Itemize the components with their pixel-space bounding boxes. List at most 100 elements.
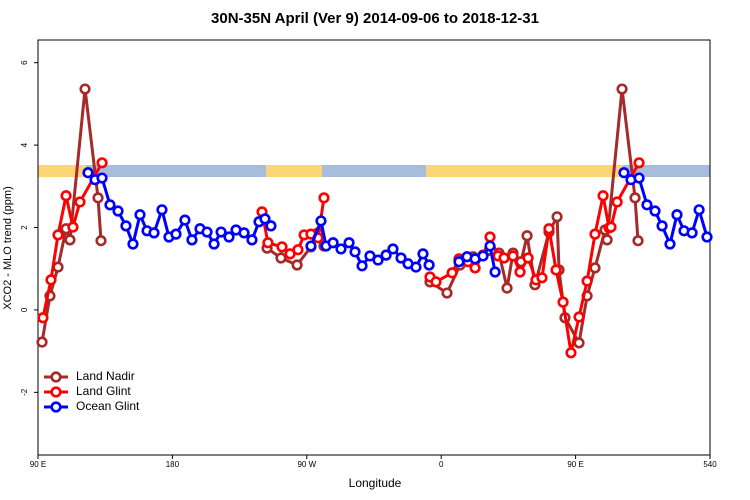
data-point — [633, 157, 645, 169]
data-point — [589, 228, 601, 240]
data-point — [601, 234, 613, 246]
data-point — [95, 235, 107, 247]
data-point — [318, 192, 330, 204]
ocean-strip — [322, 165, 426, 177]
x-tick-label: 90 E — [567, 460, 583, 469]
y-tick-label: 0 — [20, 307, 29, 312]
y-axis-label: XCO2 - MLO trend (ppm) — [2, 186, 14, 309]
data-point — [112, 205, 124, 217]
data-point — [356, 260, 368, 272]
legend-marker — [50, 371, 62, 383]
data-point — [641, 199, 653, 211]
data-point — [45, 274, 57, 286]
legend-marker — [50, 386, 62, 398]
data-point — [96, 157, 108, 169]
data-point — [92, 192, 104, 204]
data-point — [79, 83, 91, 95]
data-point — [52, 261, 64, 273]
data-point — [36, 336, 48, 348]
data-point — [565, 347, 577, 359]
data-point — [387, 243, 399, 255]
data-point — [120, 220, 132, 232]
data-point — [649, 205, 661, 217]
legend-label: Ocean Glint — [76, 399, 140, 413]
data-point — [551, 211, 563, 223]
data-point — [52, 229, 64, 241]
chart-title: 30N-35N April (Ver 9) 2014-09-06 to 2018… — [211, 10, 539, 27]
data-point — [521, 230, 533, 242]
data-point — [543, 223, 555, 235]
data-point — [179, 214, 191, 226]
data-point — [170, 228, 182, 240]
data-point — [629, 192, 641, 204]
data-point — [550, 264, 562, 276]
land-strip — [38, 165, 86, 177]
data-point — [380, 249, 392, 261]
data-point — [616, 83, 628, 95]
data-point — [37, 312, 49, 324]
data-point — [581, 275, 593, 287]
data-point — [477, 250, 489, 262]
data-point — [395, 252, 407, 264]
data-point — [275, 252, 287, 264]
data-point — [507, 250, 519, 262]
data-point — [349, 246, 361, 258]
legend-label: Land Glint — [76, 384, 131, 398]
x-tick-label: 180 — [166, 460, 180, 469]
data-point — [573, 337, 585, 349]
data-point — [127, 238, 139, 250]
data-point — [96, 172, 108, 184]
plot-frame — [37, 39, 711, 456]
data-point — [246, 234, 258, 246]
data-point — [693, 204, 705, 216]
data-point — [223, 231, 235, 243]
data-point — [605, 221, 617, 233]
data-point — [701, 231, 713, 243]
data-point — [489, 266, 501, 278]
legend-label: Land Nadir — [76, 369, 135, 383]
data-point — [441, 287, 453, 299]
data-point — [469, 262, 481, 274]
x-tick-label: 90 E — [30, 460, 46, 469]
data-point — [238, 227, 250, 239]
data-point — [589, 262, 601, 274]
data-point — [597, 190, 609, 202]
legend-marker — [50, 401, 62, 413]
data-point — [265, 220, 277, 232]
data-point — [148, 227, 160, 239]
data-point — [156, 204, 168, 216]
data-point — [417, 248, 429, 260]
data-point — [573, 311, 585, 323]
x-tick-label: 0 — [439, 460, 444, 469]
data-point — [656, 220, 668, 232]
data-point — [633, 172, 645, 184]
data-point — [215, 226, 227, 238]
data-point — [501, 282, 513, 294]
data-point — [453, 256, 465, 268]
y-tick-label: 4 — [20, 142, 29, 147]
data-point — [372, 254, 384, 266]
data-point — [536, 272, 548, 284]
data-point — [446, 267, 458, 279]
data-point — [686, 227, 698, 239]
data-point — [618, 167, 630, 179]
x-tick-label: 90 W — [297, 460, 316, 469]
data-point — [632, 235, 644, 247]
data-point — [430, 276, 442, 288]
data-point — [671, 209, 683, 221]
data-point — [74, 196, 86, 208]
data-point — [484, 240, 496, 252]
land-strip — [426, 165, 623, 177]
data-point — [201, 226, 213, 238]
data-point — [60, 190, 72, 202]
data-point — [514, 266, 526, 278]
data-point — [262, 237, 274, 249]
data-point — [611, 196, 623, 208]
y-tick-label: 6 — [20, 60, 29, 65]
ocean-strip — [86, 165, 266, 177]
data-point — [343, 237, 355, 249]
data-point — [315, 215, 327, 227]
